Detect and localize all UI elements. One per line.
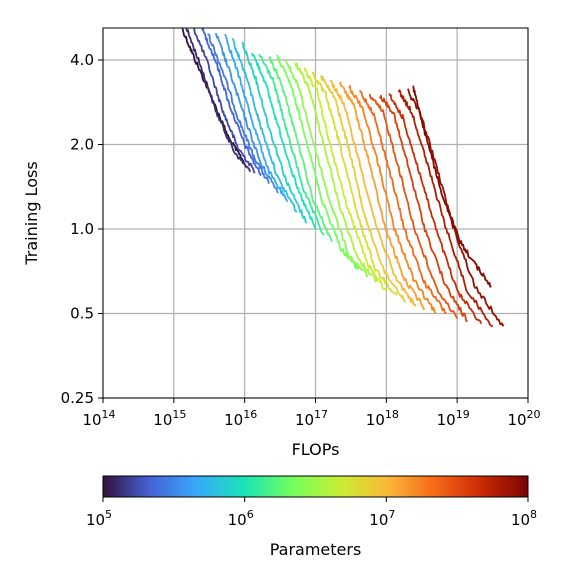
series-line	[284, 59, 369, 278]
x-tick-label: 1017	[295, 408, 328, 429]
series-line	[207, 33, 270, 184]
x-tick-label: 1015	[153, 408, 186, 429]
series-line	[388, 93, 483, 325]
series-line	[241, 41, 308, 224]
series-line	[276, 54, 359, 270]
x-axis-ticks: 1014 1015 1016 1017 1018 1019 1020	[82, 398, 541, 429]
x-tick-label: 1020	[507, 408, 540, 429]
colorbar-label: Parameters	[270, 540, 362, 559]
series-line	[224, 34, 289, 203]
series-line	[303, 67, 388, 292]
y-tick-label: 1.0	[70, 220, 94, 238]
series-line	[201, 28, 262, 177]
series-line	[348, 85, 437, 314]
series-line	[412, 85, 492, 288]
x-axis-label: FLOPs	[292, 440, 340, 459]
series-line	[338, 81, 426, 311]
series-line	[320, 75, 407, 303]
series-line	[268, 56, 333, 243]
colorbar	[102, 475, 529, 498]
series-line	[185, 28, 252, 173]
colorbar-tick-label: 105	[86, 508, 112, 529]
series-lines	[181, 28, 505, 328]
series-line	[258, 53, 325, 236]
colorbar-tick-label: 106	[228, 508, 254, 529]
x-tick-label: 1019	[437, 408, 470, 429]
y-axis-ticks: 0.25 0.5 1.0 2.0 4.0	[61, 51, 103, 407]
series-line	[329, 79, 417, 307]
y-axis-label: Training Loss	[22, 161, 41, 265]
series-line	[378, 94, 468, 322]
series-line	[193, 28, 256, 174]
series-line	[250, 52, 317, 230]
x-tick-label: 1014	[82, 408, 115, 429]
x-tick-label: 1016	[224, 408, 257, 429]
series-line	[311, 71, 398, 296]
series-line	[368, 93, 458, 319]
y-tick-label: 0.5	[70, 304, 94, 322]
series-line	[358, 89, 447, 315]
series-line	[214, 32, 279, 194]
y-tick-label: 4.0	[70, 51, 94, 69]
y-tick-label: 0.25	[61, 389, 94, 407]
x-tick-label: 1018	[366, 408, 399, 429]
colorbar-tick-label: 107	[369, 508, 395, 529]
series-line	[294, 62, 379, 283]
y-tick-label: 2.0	[70, 135, 94, 153]
colorbar-tick-label: 108	[511, 508, 537, 529]
series-line	[231, 37, 298, 213]
colorbar-ticks: 105 106 107 108	[86, 497, 537, 529]
series-line	[397, 89, 494, 328]
